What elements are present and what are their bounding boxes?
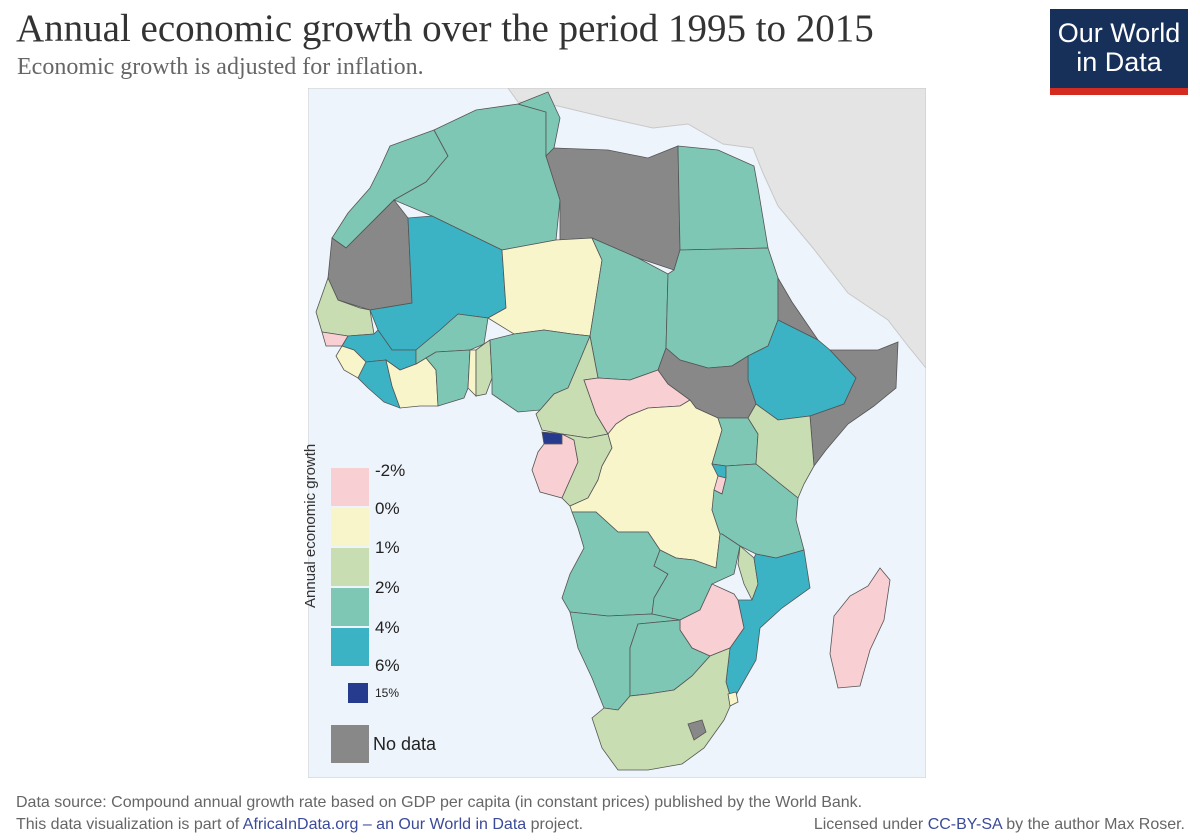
region-equatorial-guinea	[541, 431, 563, 445]
legend-no-data-label: No data	[373, 734, 437, 754]
legend-tick: -2%	[375, 461, 406, 480]
legend-tick: 6%	[375, 656, 400, 675]
region-niger	[487, 237, 603, 337]
region-burkina-faso	[415, 313, 489, 365]
license-prefix: Licensed under	[813, 816, 928, 833]
legend-swatch-4-6	[331, 628, 369, 666]
region-swaziland	[727, 691, 739, 707]
region-lesotho	[687, 719, 707, 741]
cc-by-sa-link[interactable]: CC-BY-SA	[927, 816, 1002, 833]
region-tanzania	[711, 463, 805, 559]
legend-title: Annual economic growth	[302, 443, 319, 608]
project-note-prefix: This data visualization is part of	[16, 816, 243, 833]
legend-swatch-6-15	[348, 683, 368, 703]
region-somalia	[809, 341, 899, 468]
chart-subtitle: Economic growth is adjusted for inflatio…	[17, 54, 424, 80]
legend-swatch-neg2-0	[331, 468, 369, 506]
project-note-suffix: project.	[526, 816, 584, 833]
region-madagascar	[829, 567, 891, 689]
owid-logo[interactable]: Our World in Data	[1050, 9, 1188, 95]
legend-swatch-2-4	[331, 588, 369, 626]
legend-tick: 1%	[375, 538, 400, 557]
logo-accent-bar	[1050, 88, 1188, 95]
legend-tick: 2%	[375, 578, 400, 597]
source-note: Data source: Compound annual growth rate…	[16, 794, 863, 811]
logo-line-1: Our World	[1057, 18, 1181, 48]
chart-title: Annual economic growth over the period 1…	[16, 7, 874, 50]
license-note: Licensed under CC-BY-SA by the author Ma…	[814, 816, 1185, 834]
license-suffix: by the author Max Roser.	[1001, 816, 1185, 833]
legend-tick-top: 15%	[375, 686, 400, 700]
logo-line-2: in Data	[1076, 47, 1162, 77]
legend-swatch-1-2	[331, 548, 369, 586]
legend-tick: 0%	[375, 499, 400, 518]
legend-no-data-swatch	[331, 725, 369, 763]
project-note: This data visualization is part of Afric…	[16, 816, 583, 834]
africaindata-link[interactable]: AfricaInData.org – an Our World in Data	[242, 816, 527, 833]
legend-swatch-0-1	[331, 508, 369, 546]
region-europe-middle-east	[507, 88, 926, 369]
africa-map	[308, 88, 926, 778]
region-zambia	[651, 533, 741, 621]
region-kenya	[747, 403, 815, 499]
region-south-africa	[591, 647, 733, 771]
map-svg	[308, 88, 926, 778]
legend-tick: 4%	[375, 618, 400, 637]
